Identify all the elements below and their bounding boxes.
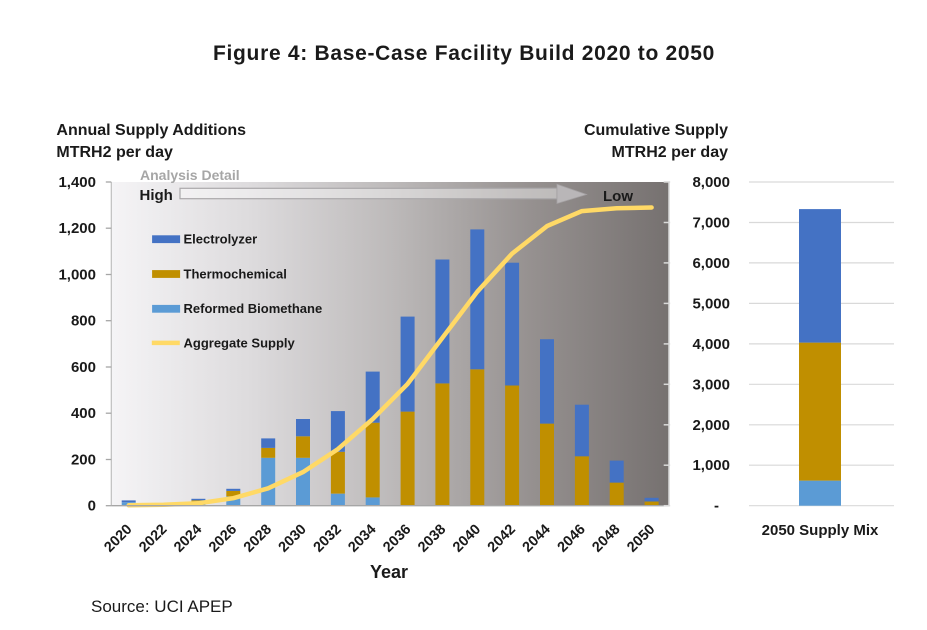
svg-text:1,000: 1,000 [692, 457, 730, 474]
svg-text:High: High [140, 187, 173, 204]
svg-text:2,000: 2,000 [692, 417, 730, 434]
svg-text:1,000: 1,000 [58, 267, 96, 284]
svg-text:Electrolyzer: Electrolyzer [184, 232, 258, 247]
svg-text:1,400: 1,400 [58, 174, 96, 191]
svg-text:Analysis Detail: Analysis Detail [140, 167, 240, 183]
svg-text:Annual Supply Additions: Annual Supply Additions [56, 122, 246, 139]
svg-text:Aggregate Supply: Aggregate Supply [184, 335, 296, 350]
svg-text:Figure 4: Base-Case Facility B: Figure 4: Base-Case Facility Build 2020 … [213, 42, 715, 65]
svg-text:0: 0 [88, 498, 96, 515]
svg-text:600: 600 [71, 359, 96, 376]
svg-text:Low: Low [603, 188, 633, 205]
svg-text:7,000: 7,000 [692, 215, 730, 232]
svg-text:6,000: 6,000 [692, 255, 730, 272]
svg-text:-: - [714, 498, 719, 515]
svg-text:MTRH2 per day: MTRH2 per day [56, 144, 173, 161]
svg-text:200: 200 [71, 452, 96, 469]
svg-text:MTRH2 per day: MTRH2 per day [612, 144, 729, 161]
svg-text:4,000: 4,000 [692, 336, 730, 353]
svg-text:400: 400 [71, 405, 96, 422]
svg-text:Reformed Biomethane: Reformed Biomethane [184, 301, 323, 316]
svg-text:3,000: 3,000 [692, 376, 730, 393]
svg-text:800: 800 [71, 313, 96, 330]
svg-text:Thermochemical: Thermochemical [184, 266, 287, 281]
svg-text:1,200: 1,200 [58, 220, 96, 237]
svg-text:Year: Year [370, 562, 408, 582]
svg-text:5,000: 5,000 [692, 295, 730, 312]
svg-text:8,000: 8,000 [692, 174, 730, 191]
svg-text:Cumulative Supply: Cumulative Supply [584, 122, 728, 139]
svg-text:2050 Supply Mix: 2050 Supply Mix [762, 522, 879, 539]
svg-text:Source: UCI APEP: Source: UCI APEP [91, 597, 233, 616]
